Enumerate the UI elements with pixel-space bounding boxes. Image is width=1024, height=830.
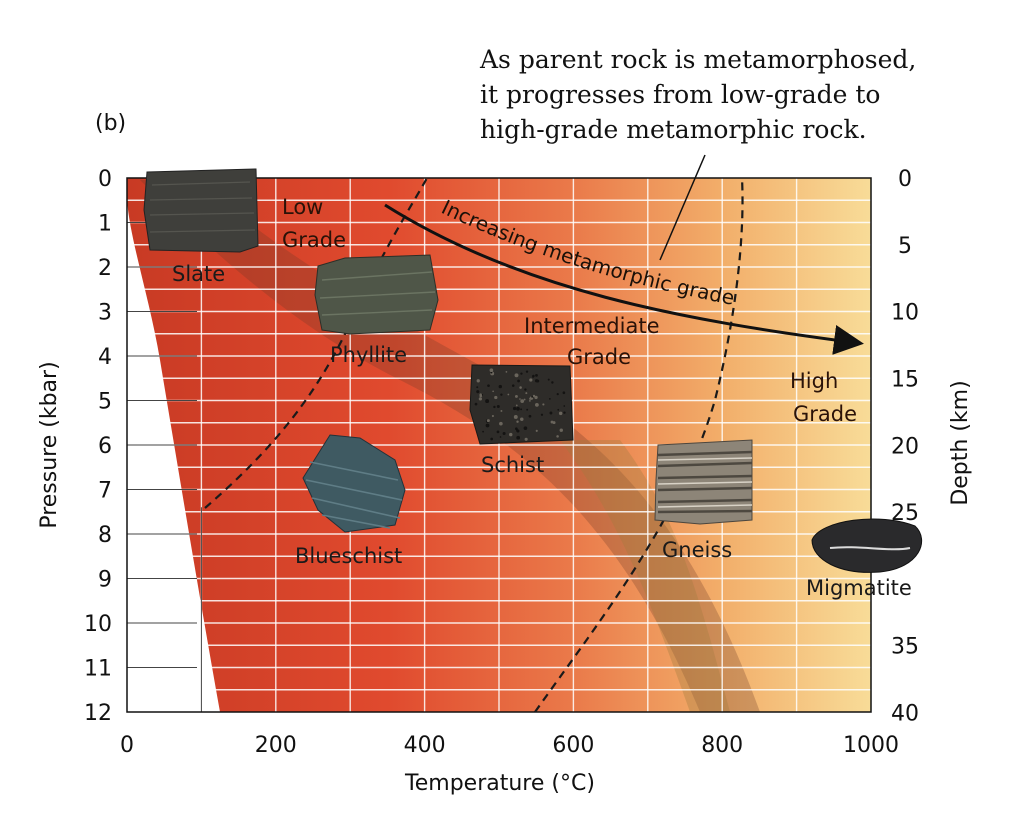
y-left-tick-label: 0: [98, 167, 112, 192]
y-right-tick-label: 10: [891, 301, 919, 326]
x-tick-label: 1000: [843, 733, 899, 758]
rock-phyllite: [314, 254, 439, 335]
y-left-tick-label: 8: [98, 523, 112, 548]
y-right-tick-label: 5: [898, 234, 912, 259]
zone-low-line1: Low: [282, 195, 323, 219]
y-right-tick-label: 40: [891, 702, 919, 727]
y-left-tick-label: 7: [98, 479, 112, 504]
y-left-tick-label: 4: [98, 345, 112, 370]
y-right-tick-label: 15: [891, 367, 919, 392]
boundary-intermediate-high: [534, 177, 744, 713]
rock-slate: [143, 168, 259, 253]
y-left-tick-label: 5: [98, 390, 112, 415]
y-left-tick-label: 3: [98, 301, 112, 326]
rock-label-schist: Schist: [481, 453, 544, 477]
x-axis-ticks: 0 200 400 600 800 1000: [120, 733, 899, 758]
zone-low-line2: Grade: [282, 228, 346, 252]
zone-intermediate-line1: Intermediate: [524, 314, 660, 338]
rock-label-blueschist: Blueschist: [295, 544, 402, 568]
zone-high-line1: High: [790, 369, 838, 393]
zone-intermediate-line2: Grade: [567, 345, 631, 369]
shaded-band: [140, 180, 760, 712]
plot-area: [127, 178, 871, 712]
grade-arrow: [384, 203, 864, 355]
annotation-line-3: high-grade metamorphic rock.: [480, 115, 867, 144]
panel-label: (b): [95, 111, 126, 136]
rock-migmatite: [811, 518, 923, 573]
y-right-tick-label: 20: [891, 434, 919, 459]
rock-label-gneiss: Gneiss: [662, 538, 732, 562]
y-right-tick-label: 35: [891, 635, 919, 660]
y-left-axis-title: Pressure (kbar): [37, 361, 62, 528]
zone-high-line2: Grade: [793, 402, 857, 426]
rock-schist: [469, 364, 574, 445]
x-tick-label: 400: [404, 733, 446, 758]
y-left-tick-label: 9: [98, 568, 112, 593]
annotation-line-1: As parent rock is metamorphosed,: [479, 45, 916, 74]
x-tick-label: 600: [552, 733, 594, 758]
y-left-tick-label: 12: [84, 701, 112, 726]
rock-label-phyllite: Phyllite: [330, 343, 407, 367]
annotation-line-2: it progresses from low-grade to: [480, 80, 880, 109]
x-tick-label: 200: [255, 733, 297, 758]
y-right-tick-label: 25: [891, 501, 919, 526]
plot-frame: [126, 177, 872, 713]
x-axis-title: Temperature (°C): [404, 771, 595, 796]
rock-label-slate: Slate: [172, 262, 225, 286]
y-right-tick-label: 0: [898, 167, 912, 192]
x-tick-label: 800: [701, 733, 743, 758]
y-left-tick-label: 6: [98, 434, 112, 459]
rock-blueschist: [302, 434, 406, 533]
rock-gneiss: [654, 439, 753, 525]
annotation-pointer: [659, 154, 706, 261]
left-tick-lines: [127, 222, 202, 712]
y-left-tick-label: 10: [84, 612, 112, 637]
boundary-low-intermediate: [204, 177, 428, 509]
y-left-tick-label: 2: [98, 256, 112, 281]
rock-label-migmatite: Migmatite: [806, 576, 912, 600]
shaded-band-lower: [560, 440, 730, 712]
y-right-axis-ticks: 0 5 10 15 20 25 35 40: [891, 167, 919, 727]
y-left-tick-label: 1: [98, 212, 112, 237]
grid: [127, 178, 871, 712]
y-left-tick-label: 11: [84, 657, 112, 682]
x-tick-label: 0: [120, 733, 134, 758]
y-right-axis-title: Depth (km): [948, 380, 973, 505]
